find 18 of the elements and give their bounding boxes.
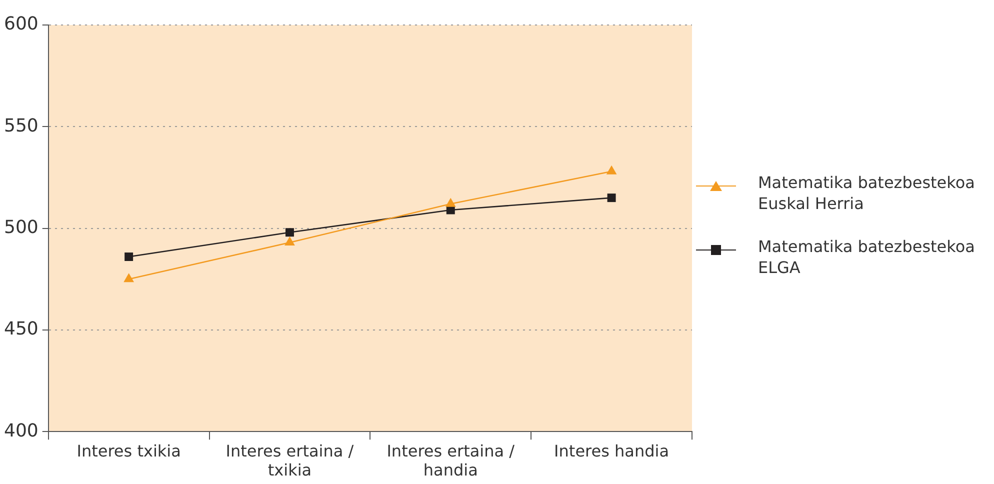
point (606, 165, 617, 174)
legend-label: Matematika batezbestekoa Euskal Herria (758, 172, 976, 214)
y-tick-label: 600 (4, 14, 38, 35)
y-tick-label: 550 (4, 115, 38, 136)
point (285, 228, 294, 237)
x-tick-label: Interes ertaina / txikia (226, 441, 354, 480)
point (607, 194, 616, 202)
x-tick-label: Interes ertaina / handia (386, 441, 516, 480)
point (284, 236, 295, 246)
point (124, 273, 134, 282)
point (445, 198, 456, 207)
x-tick-label: Interes txikia (76, 441, 181, 460)
legend-label: Matematika batezbestekoa ELGA (758, 236, 976, 278)
x-tick-label: Interes handia (554, 441, 670, 460)
y-tick-label: 500 (4, 216, 38, 238)
y-tick-label: 450 (4, 318, 38, 340)
point (124, 252, 134, 262)
y-tick-label: 400 (4, 420, 38, 442)
